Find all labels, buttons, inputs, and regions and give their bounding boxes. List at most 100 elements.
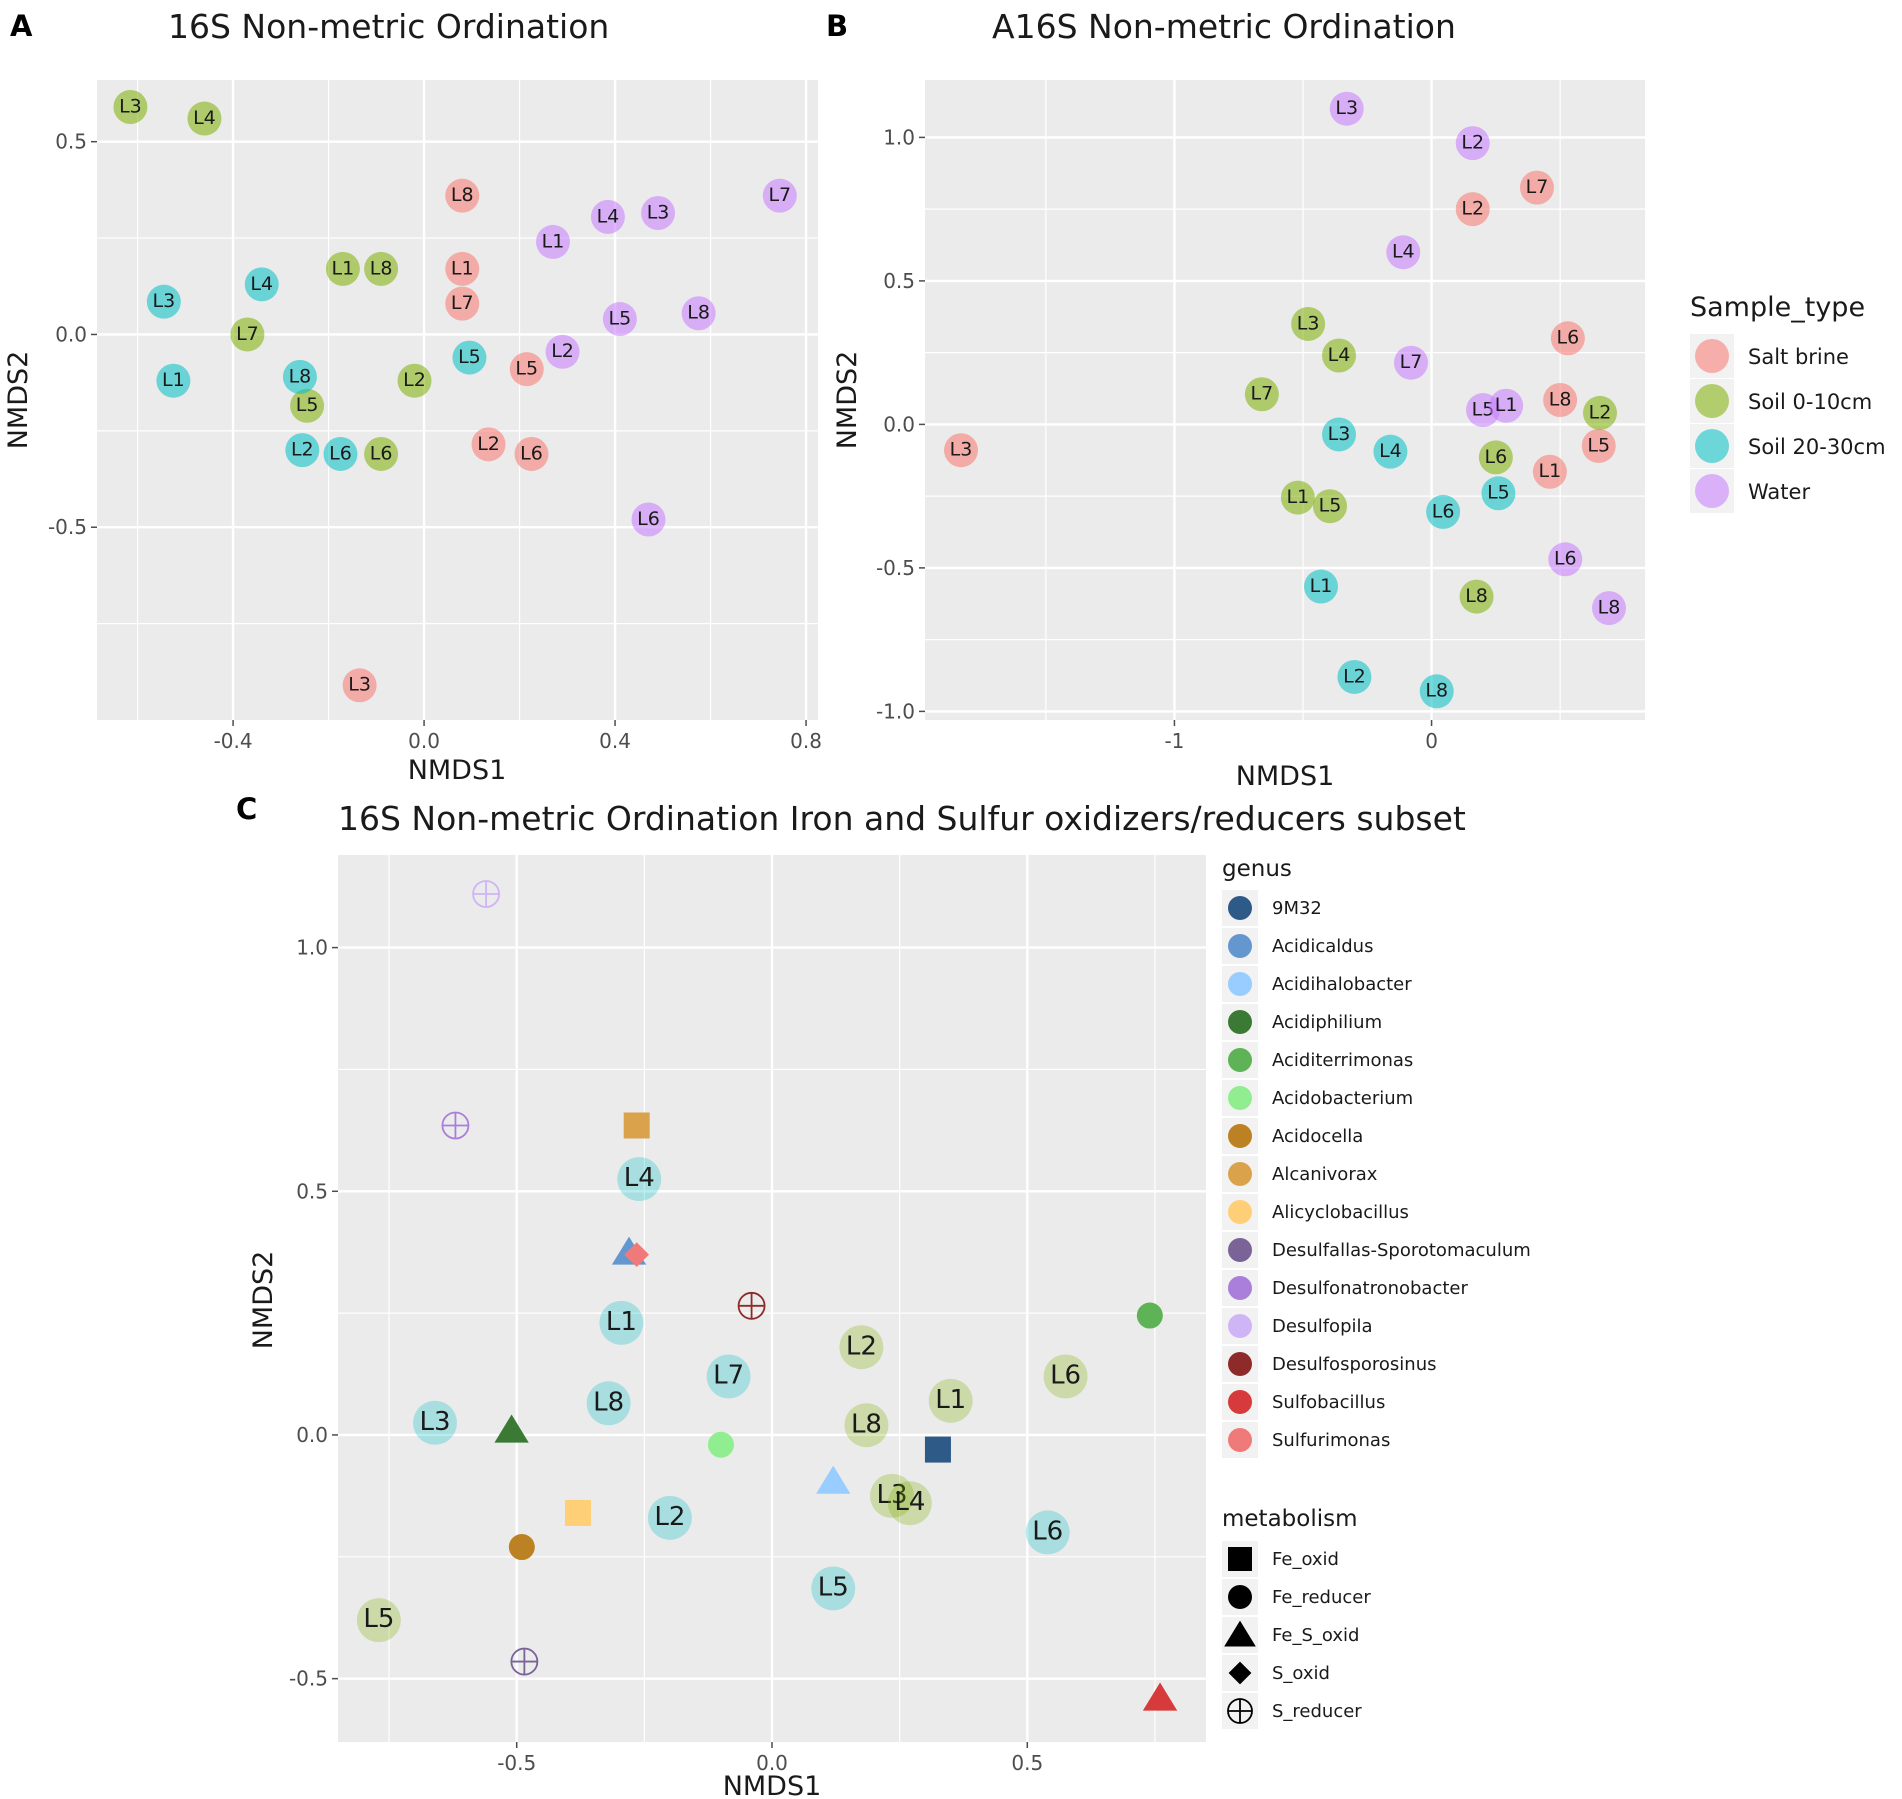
metabolism-legend: metabolism Fe_oxid Fe_reducer Fe_S_oxid S_o… xyxy=(1222,1506,1371,1729)
panel-c-sample-point-label: L2 xyxy=(654,1502,685,1532)
panel-c-genus-point xyxy=(564,1499,591,1526)
panel-c-sample-point xyxy=(1025,1510,1070,1555)
panel-a-sample-point xyxy=(285,433,320,468)
panel-a-sample-point-label: L7 xyxy=(768,184,791,206)
panel-c-sample-point xyxy=(599,1300,644,1345)
panel-c-genus-point xyxy=(623,1112,650,1139)
panel-b-sample-point xyxy=(1489,388,1524,423)
genus-legend-label: Aciditerrimonas xyxy=(1272,1050,1413,1071)
panel-a-sample-point-label: L3 xyxy=(153,290,176,312)
panel-a-sample-point xyxy=(230,317,265,352)
genus-legend-swatch xyxy=(1228,934,1252,958)
panel-a-sample-point-label: L1 xyxy=(542,230,565,252)
genus-legend-swatch xyxy=(1228,1314,1252,1338)
panel-c-y-tick-label: -0.5 xyxy=(289,1667,328,1691)
panel-a-sample-point xyxy=(445,178,480,213)
panel-c: C 16S Non-metric Ordination Iron and Sul… xyxy=(236,792,1466,1799)
panel-b-sample-point xyxy=(1322,338,1356,373)
genus-legend-label: Sulfobacillus xyxy=(1272,1392,1385,1413)
sample-type-legend: Sample_type Salt brine Soil 0-10cm Soil 20… xyxy=(1690,292,1886,513)
panel-a-sample-point-label: L2 xyxy=(477,433,500,455)
genus-legend-swatch xyxy=(1228,1352,1252,1376)
panel-a-y-tick-label: -0.5 xyxy=(48,515,87,539)
metabolism-legend-label: Fe_reducer xyxy=(1272,1587,1371,1608)
panel-b-x-axis-title: NMDS1 xyxy=(1236,761,1335,792)
panel-c-sample-point-label: L8 xyxy=(593,1387,624,1417)
panel-b-sample-point-label: L6 xyxy=(1557,327,1580,349)
panel-b-sample-point-label: L8 xyxy=(1425,680,1448,702)
panel-c-y-tick-label: 0.0 xyxy=(296,1423,328,1447)
genus-legend-swatch xyxy=(1228,972,1252,996)
panel-b-sample-point xyxy=(1313,489,1347,524)
panel-b-sample-point xyxy=(1426,494,1461,529)
genus-legend-label: Acidihalobacter xyxy=(1272,974,1412,995)
panel-c-genus-point xyxy=(707,1431,734,1458)
panel-b-sample-point xyxy=(1455,192,1490,227)
panel-a-x-tick-label: 0.8 xyxy=(790,729,822,753)
panel-a-sample-point xyxy=(681,296,716,331)
panel-b-sample-point-label: L7 xyxy=(1526,176,1549,198)
genus-legend-label: Desulfonatronobacter xyxy=(1272,1278,1468,1299)
panel-b-sample-point xyxy=(1244,377,1279,412)
panel-a-sample-point-label: L5 xyxy=(515,358,538,380)
panel-c-sample-point-label: L6 xyxy=(1050,1361,1081,1391)
panel-c-genus-point xyxy=(624,1242,650,1267)
genus-legend-label: Sulfurimonas xyxy=(1272,1430,1390,1451)
panel-b-sample-point xyxy=(1394,345,1428,380)
panel-b-sample-point-label: L6 xyxy=(1554,548,1577,570)
panel-a-sample-point xyxy=(545,334,580,369)
panel-c-grid xyxy=(338,855,1206,1742)
panel-a: A 16S Non-metric Ordination -0.4 0.0 0.4 0.… xyxy=(3,7,822,786)
panel-b-sample-point-label: L4 xyxy=(1379,440,1402,462)
panel-a-sample-point xyxy=(156,363,191,398)
panel-c-sample-point xyxy=(844,1403,889,1448)
panel-b-y-tick-label: -0.5 xyxy=(876,556,915,580)
sample-legend-swatch xyxy=(1695,384,1729,418)
panel-letter-c: C xyxy=(236,792,257,826)
panel-b-sample-point xyxy=(1543,383,1578,417)
panel-b-sample-point-label: L8 xyxy=(1465,585,1488,607)
panel-b-sample-point xyxy=(1322,417,1356,452)
panel-b-sample-point xyxy=(1304,569,1338,604)
panel-a-sample-point-label: L7 xyxy=(236,323,259,345)
panel-c-sample-point-label: L3 xyxy=(419,1407,450,1437)
metabolism-legend-swatch xyxy=(1224,1620,1256,1647)
genus-legend-swatch xyxy=(1228,1276,1252,1300)
panel-b-y-tick-label: 0.0 xyxy=(883,412,915,436)
panel-b-sample-point-label: L2 xyxy=(1461,198,1484,220)
panel-a-sample-point-label: L3 xyxy=(348,674,371,696)
panel-a-x-axis-title: NMDS1 xyxy=(408,755,507,786)
sample-legend-label: Soil 0-10cm xyxy=(1748,390,1872,414)
panel-b-sample-point-label: L5 xyxy=(1587,434,1610,456)
panel-a-sample-point-label: L1 xyxy=(332,257,355,279)
panel-c-sample-point xyxy=(647,1495,692,1540)
panel-c-sample-point xyxy=(887,1481,932,1526)
panel-a-sample-point-label: L1 xyxy=(162,369,185,391)
panel-c-sample-point-label: L4 xyxy=(624,1163,655,1193)
panel-c-genus-point xyxy=(1136,1302,1163,1329)
panel-b-sample-point-label: L5 xyxy=(1487,482,1510,504)
panel-c-sample-point-label: L5 xyxy=(363,1604,394,1634)
panel-b-sample-point-label: L5 xyxy=(1319,495,1342,517)
panel-c-sample-point-label: L1 xyxy=(606,1307,637,1337)
panel-letter-b: B xyxy=(826,9,848,43)
panel-a-sample-point xyxy=(113,89,148,124)
panel-a-sample-point xyxy=(364,251,399,286)
panel-a-x-tick-label: 0.0 xyxy=(408,729,440,753)
panel-a-sample-point-label: L4 xyxy=(250,273,273,295)
panel-b-sample-point-label: L2 xyxy=(1589,401,1612,423)
genus-legend: genus 9M32 Acidicaldus Acidihalobacter Acid… xyxy=(1222,856,1531,1458)
panel-c-sample-point-label: L1 xyxy=(935,1385,966,1415)
genus-legend-swatch xyxy=(1228,1162,1252,1186)
genus-legend-swatch xyxy=(1228,1124,1252,1148)
panel-a-sample-point-label: L8 xyxy=(687,302,710,324)
genus-legend-label: Acidiphilium xyxy=(1272,1012,1382,1033)
panel-a-x-tick-label: -0.4 xyxy=(214,729,253,753)
panel-b-sample-point-label: L8 xyxy=(1598,597,1621,619)
panel-a-sample-point-label: L8 xyxy=(289,365,312,387)
panel-b-x-tick-label: -1 xyxy=(1164,729,1184,753)
panel-a-sample-point xyxy=(325,251,360,286)
panel-b-sample-point xyxy=(1280,480,1315,515)
